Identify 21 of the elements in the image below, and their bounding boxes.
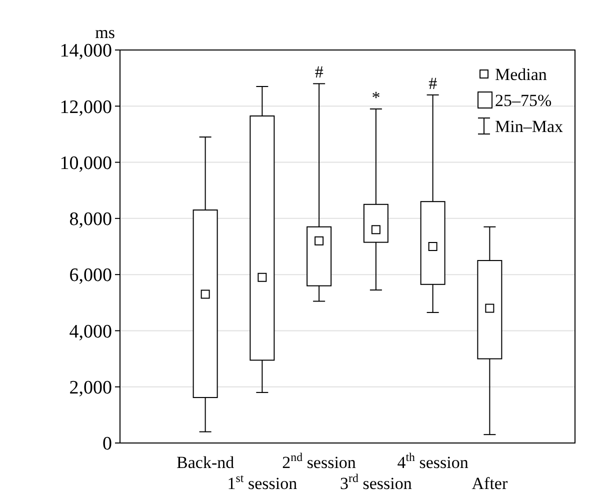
x-tick-label: 1$^{st}$ session <box>227 471 298 493</box>
x-tick-label: 2$^{nd}$ session <box>282 450 356 472</box>
x-tick-label: 4$^{th}$ session <box>397 450 469 472</box>
y-tick-label: 0 <box>102 434 112 455</box>
annotation: Min–Max <box>495 116 564 136</box>
y-tick-label: 14,000 <box>60 40 112 62</box>
annotation: * <box>372 88 380 107</box>
annotation: Median <box>495 64 548 84</box>
annotation: # <box>314 62 324 82</box>
y-tick-label: 4,000 <box>69 321 112 342</box>
y-axis-title: ms <box>95 23 115 42</box>
y-tick-label: 12,000 <box>60 96 112 118</box>
y-tick-label: 2,000 <box>69 378 112 399</box>
y-tick-label: 6,000 <box>69 265 112 286</box>
y-tick-label: 10,000 <box>60 152 112 174</box>
x-tick-label: 3$^{rd}$ session <box>340 471 412 493</box>
annotation: # <box>428 74 438 93</box>
x-tick-label: After <box>472 474 508 493</box>
x-tick-label: Back-nd <box>176 453 235 472</box>
annotation: 25–75% <box>495 90 552 110</box>
y-tick-label: 8,000 <box>69 209 112 230</box>
